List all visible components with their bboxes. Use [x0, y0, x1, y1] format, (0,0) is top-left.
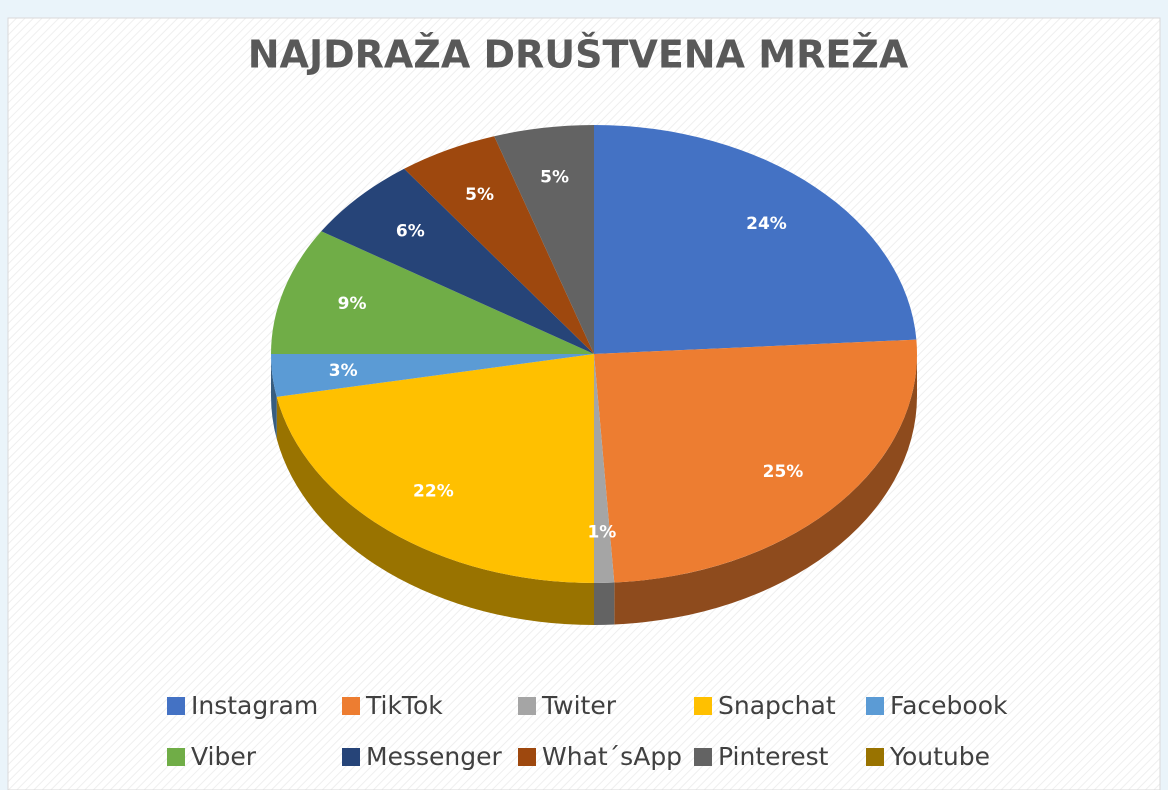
data-label: 24%	[746, 214, 787, 234]
pie-slice	[594, 125, 917, 354]
legend-swatch	[342, 697, 360, 715]
legend-label: What´sApp	[542, 742, 682, 771]
chart-title: NAJDRAŽA DRUŠTVENA MREŽA	[248, 33, 909, 77]
legend-swatch	[866, 748, 884, 766]
legend-swatch	[694, 748, 712, 766]
legend-swatch	[167, 748, 185, 766]
pie-slice	[594, 354, 615, 583]
legend-swatch	[342, 748, 360, 766]
data-label: 25%	[763, 462, 804, 482]
data-label: 5%	[465, 185, 494, 205]
legend-label: Pinterest	[718, 742, 829, 771]
pie-slice	[494, 125, 594, 354]
data-label: 22%	[413, 482, 454, 502]
pie-slice	[404, 136, 594, 354]
pie-slice	[321, 168, 594, 354]
data-label: 1%	[587, 523, 616, 543]
pie-side	[594, 582, 615, 625]
pie-side	[271, 354, 277, 439]
legend-swatch	[518, 748, 536, 766]
legend-swatch	[694, 697, 712, 715]
legend-label: Youtube	[889, 742, 990, 771]
legend-label: Viber	[191, 742, 257, 771]
legend-swatch	[866, 697, 884, 715]
pie-slice	[594, 339, 917, 583]
legend-label: Instagram	[191, 691, 318, 720]
legend-swatch	[518, 697, 536, 715]
legend-label: Messenger	[366, 742, 502, 771]
pie-slice	[271, 231, 594, 354]
pie-slice	[271, 354, 594, 397]
pie-side	[614, 354, 917, 625]
legend-label: Facebook	[890, 691, 1008, 720]
data-label: 9%	[338, 294, 367, 314]
legend-label: Twiter	[541, 691, 617, 720]
legend-label: Snapchat	[718, 691, 836, 720]
data-label: 3%	[329, 361, 358, 381]
legend-label: TikTok	[365, 691, 443, 720]
data-label: 6%	[396, 222, 425, 242]
pie-side	[276, 396, 594, 625]
legend-swatch	[167, 697, 185, 715]
data-label: 5%	[540, 168, 569, 188]
pie-slice	[276, 354, 594, 583]
